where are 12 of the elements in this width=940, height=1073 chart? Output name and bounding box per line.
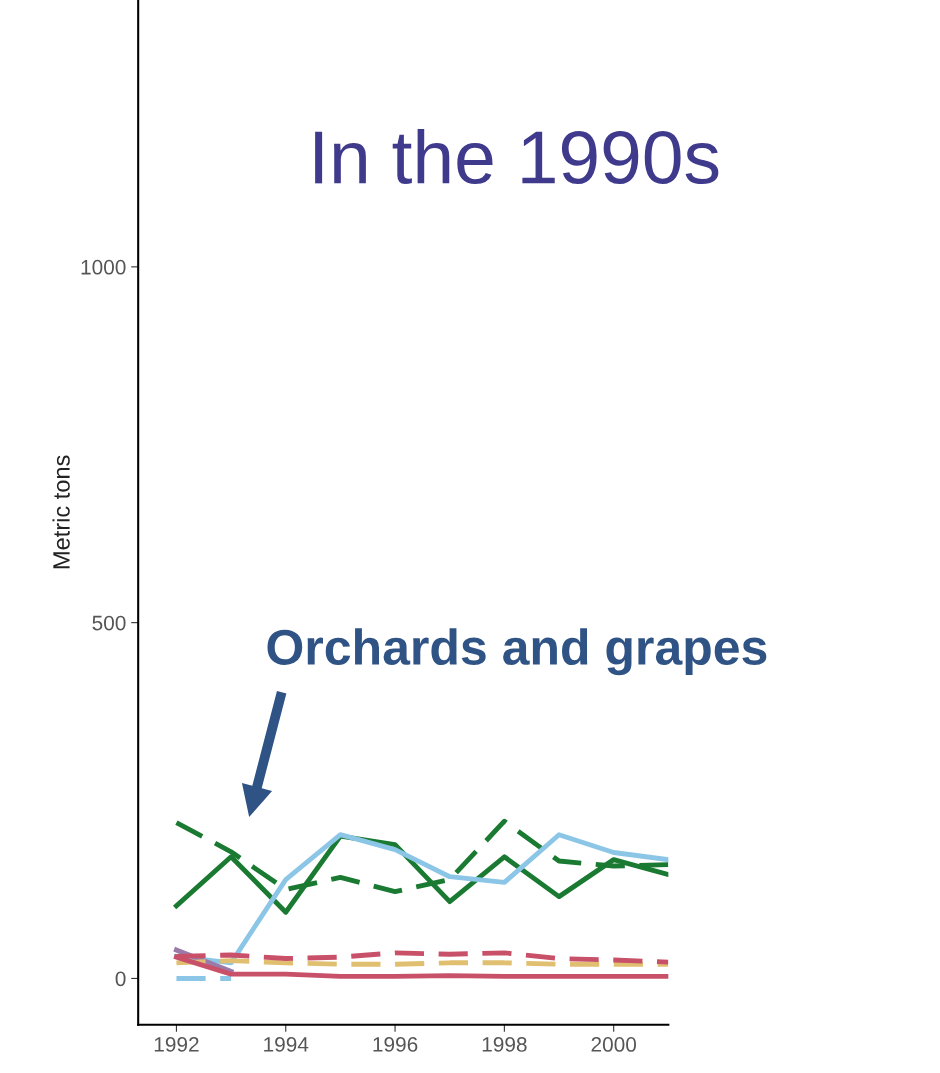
text: In the 1990s: [315, 129, 719, 185]
x-tick-label: 2000: [591, 1037, 637, 1052]
x-tick-label: 1994: [264, 1037, 309, 1052]
annotation: Orchards and grapes: [267, 628, 767, 676]
x-tick-label: 1998: [482, 1037, 527, 1052]
y-tick-label: 0: [115, 971, 126, 987]
line-series: [174, 832, 669, 966]
x-tick-label: 1992: [154, 1037, 199, 1052]
y-tick-label: 500: [92, 615, 126, 631]
x-tick-label: 1996: [373, 1037, 418, 1052]
y-axis-title: Metric tons: [52, 455, 70, 569]
y-tick-label: 1000: [81, 259, 126, 275]
